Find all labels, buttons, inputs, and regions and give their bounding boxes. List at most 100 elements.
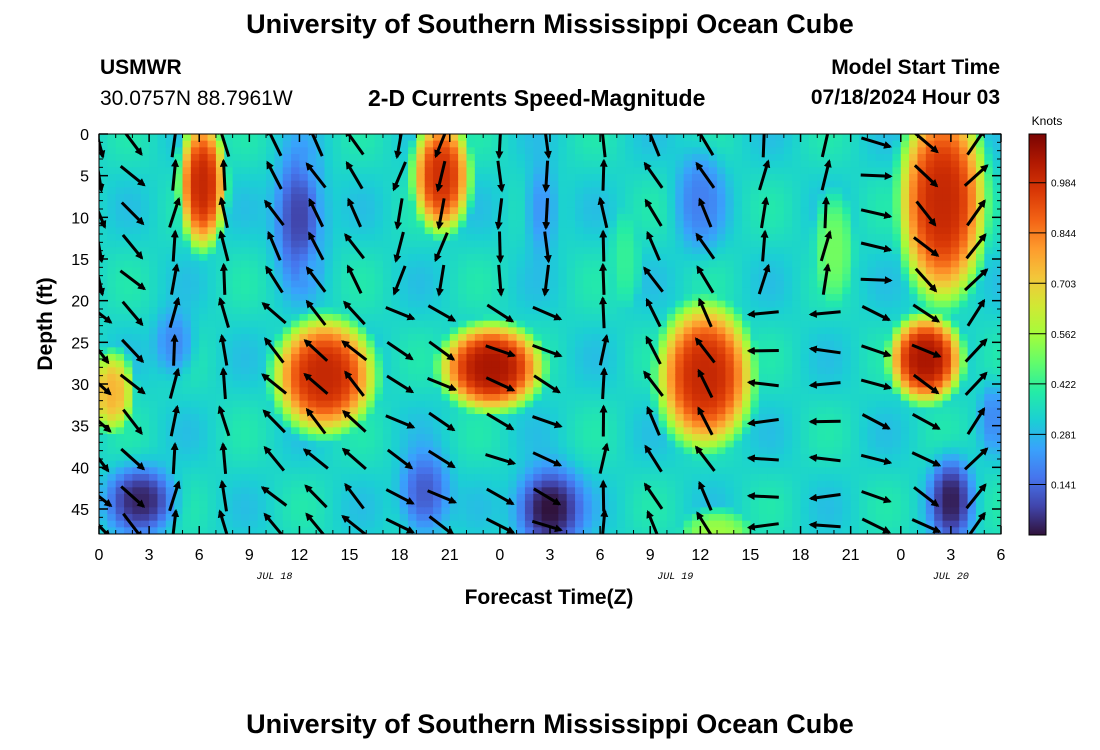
heatmap-cell [458, 227, 468, 235]
heatmap-cell [249, 200, 259, 208]
heatmap-cell [149, 407, 159, 415]
heatmap-cell [775, 180, 785, 188]
heatmap-cell [332, 520, 342, 528]
heatmap-cell [683, 367, 693, 375]
heatmap-cell [600, 327, 610, 335]
heatmap-cell [608, 387, 618, 395]
heatmap-cell [566, 160, 576, 168]
heatmap-cell [399, 360, 409, 368]
heatmap-cell [466, 207, 476, 215]
heatmap-cell [99, 394, 108, 402]
heatmap-cell [274, 294, 284, 302]
heatmap-cell [466, 147, 476, 155]
heatmap-cell [199, 360, 209, 368]
heatmap-cell [775, 314, 785, 322]
heatmap-cell [424, 254, 434, 262]
heatmap-cell [499, 480, 509, 488]
heatmap-cell [341, 460, 351, 468]
heatmap-cell [232, 320, 242, 328]
heatmap-cell [725, 134, 735, 142]
heatmap-cell [708, 214, 718, 222]
heatmap-cell [149, 140, 159, 148]
heatmap-cell [775, 474, 785, 482]
heatmap-cell [291, 374, 301, 382]
heatmap-cell [474, 234, 484, 242]
heatmap-cell [291, 440, 301, 448]
heatmap-cell [633, 180, 643, 188]
heatmap-cell [399, 467, 409, 475]
heatmap-cell [274, 187, 284, 195]
heatmap-cell [332, 214, 342, 222]
heatmap-cell [516, 174, 526, 182]
heatmap-cell [157, 240, 167, 248]
heatmap-cell [215, 487, 225, 495]
heatmap-cell [658, 140, 668, 148]
heatmap-cell [324, 154, 334, 162]
heatmap-cell [408, 334, 417, 342]
heatmap-cell [99, 447, 108, 455]
heatmap-cell [257, 460, 267, 468]
heatmap-cell [341, 220, 351, 228]
heatmap-cell [399, 407, 409, 415]
heatmap-cell [767, 387, 777, 395]
heatmap-cell [775, 507, 785, 515]
heatmap-cell [742, 327, 752, 335]
heatmap-cell [107, 487, 117, 495]
heatmap-cell [266, 387, 275, 395]
heatmap-cell [733, 427, 743, 435]
heatmap-cell [408, 280, 417, 288]
heatmap-cell [115, 527, 125, 534]
heatmap-cell [232, 520, 242, 528]
heatmap-cell [441, 267, 451, 275]
heatmap-cell [374, 194, 384, 202]
heatmap-cell [140, 460, 150, 468]
heatmap-cell [224, 180, 234, 188]
heatmap-cell [140, 334, 150, 342]
heatmap-cell [416, 360, 426, 368]
heatmap-cell [650, 207, 660, 215]
heatmap-cell [399, 427, 409, 435]
heatmap-cell [466, 487, 476, 495]
heatmap-cell [332, 494, 342, 502]
heatmap-cell [291, 314, 301, 322]
heatmap-cell [458, 440, 468, 448]
heatmap-cell [215, 180, 225, 188]
heatmap-cell [499, 247, 509, 255]
heatmap-cell [717, 280, 726, 288]
heatmap-cell [232, 514, 242, 522]
heatmap-cell [742, 147, 752, 155]
heatmap-cell [165, 327, 175, 335]
heatmap-cell [733, 380, 743, 388]
heatmap-cell [742, 240, 752, 248]
heatmap-cell [524, 187, 534, 195]
heatmap-cell [199, 220, 209, 228]
heatmap-cell [107, 294, 117, 302]
heatmap-cell [666, 214, 676, 222]
heatmap-cell [107, 160, 117, 168]
heatmap-cell [683, 407, 693, 415]
heatmap-cell [165, 334, 175, 342]
heatmap-cell [408, 520, 417, 528]
heatmap-cell [124, 260, 134, 268]
heatmap-cell [282, 254, 292, 262]
heatmap-cell [474, 154, 484, 162]
heatmap-cell [382, 200, 392, 208]
heatmap-cell [583, 394, 593, 402]
heatmap-cell [199, 260, 209, 268]
heatmap-cell [742, 180, 752, 188]
heatmap-cell [224, 220, 234, 228]
heatmap-cell [491, 167, 501, 175]
heatmap-cell [725, 520, 735, 528]
heatmap-cell [499, 500, 509, 508]
heatmap-cell [783, 160, 793, 168]
heatmap-cell [575, 260, 585, 268]
heatmap-cell [566, 440, 576, 448]
heatmap-cell [190, 147, 200, 155]
heatmap-cell [433, 334, 443, 342]
heatmap-cell [357, 434, 367, 442]
heatmap-cell [524, 307, 534, 315]
heatmap-cell [675, 420, 685, 428]
heatmap-cell [324, 247, 334, 255]
heatmap-cell [382, 174, 392, 182]
heatmap-cell [274, 494, 284, 502]
